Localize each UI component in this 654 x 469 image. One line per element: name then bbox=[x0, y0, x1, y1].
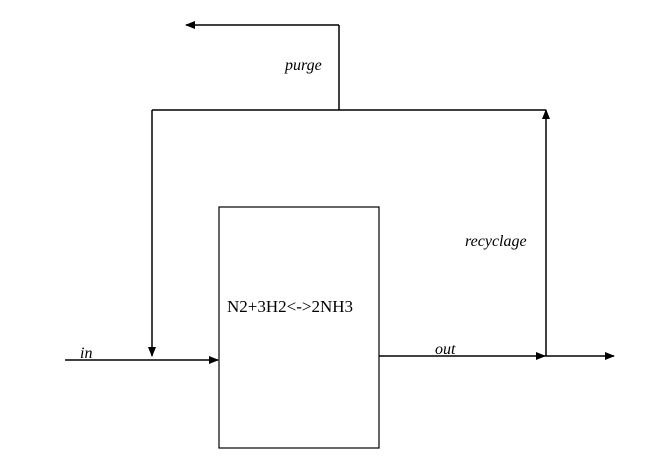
recycle-label: recyclage bbox=[465, 233, 527, 250]
reactor-box bbox=[218, 206, 380, 449]
inlet-label: in bbox=[80, 345, 93, 362]
reaction-equation: N2+3H2<->2NH3 bbox=[227, 297, 354, 316]
purge-label: purge bbox=[285, 57, 322, 74]
outlet-label: out bbox=[435, 341, 456, 358]
